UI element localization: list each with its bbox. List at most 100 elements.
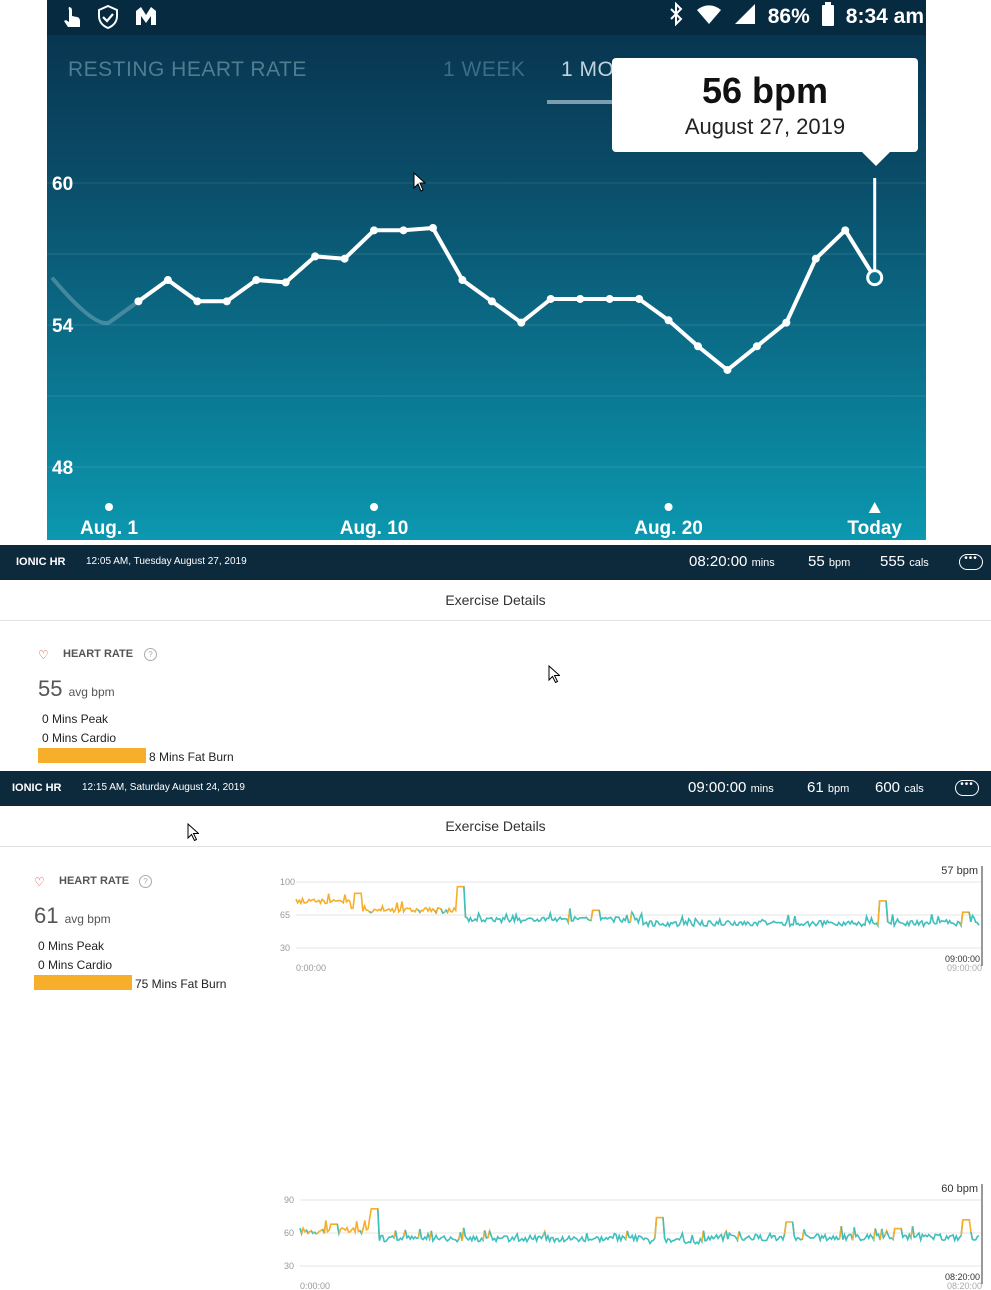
cardio-minutes: 0 Mins Cardio (38, 958, 113, 972)
battery-percent: 86% (767, 5, 810, 28)
bluetooth-icon (668, 1, 684, 32)
heart-rate-series (911, 1219, 964, 1244)
data-point[interactable] (841, 226, 850, 235)
data-point[interactable] (222, 297, 231, 306)
heart-rate-series (853, 1227, 877, 1243)
data-point[interactable] (664, 316, 673, 325)
data-point[interactable] (546, 294, 555, 303)
heart-rate-series (598, 910, 633, 924)
mouse-pointer-icon (548, 665, 560, 683)
heart-rate-series (590, 909, 602, 921)
section-header: Exercise Details (0, 580, 991, 621)
tab-1-week[interactable]: 1 WEEK (443, 58, 526, 81)
y-tick-label: 90 (284, 1195, 294, 1205)
x-start-label: 0:00:00 (300, 1281, 330, 1290)
data-point[interactable] (163, 276, 172, 285)
heart-icon: ♡ (34, 875, 45, 889)
selected-point[interactable] (866, 269, 884, 287)
section-title: Exercise Details (445, 818, 546, 834)
data-point[interactable] (193, 297, 202, 306)
selected-point-tooltip: 56 bpm August 27, 2019 (612, 58, 918, 166)
heart-rate-series (960, 1219, 974, 1240)
avg-unit: avg bpm (68, 685, 115, 699)
duration-unit: mins (750, 783, 774, 795)
heart-rate-series (626, 1217, 658, 1246)
data-point[interactable] (311, 252, 320, 261)
bpm-stat: 55 bpm (808, 553, 850, 570)
data-point[interactable] (694, 342, 702, 351)
data-point[interactable] (428, 223, 437, 232)
data-point[interactable] (635, 294, 644, 303)
heart-rate-series (569, 908, 594, 922)
heart-rate-series (702, 1230, 727, 1244)
help-icon[interactable]: ? (144, 648, 157, 661)
heart-rate-series (631, 900, 881, 929)
bpm-value: 61 (807, 779, 824, 796)
touch-icon (61, 5, 83, 35)
cals-stat: 600 cals (875, 779, 924, 796)
y-tick-label: 30 (284, 1261, 294, 1271)
avg-bpm: 61 avg bpm (34, 903, 111, 929)
help-icon[interactable]: ? (139, 875, 152, 888)
x-end-label-faint: 08:20:00 (947, 1281, 982, 1290)
data-point[interactable] (752, 342, 761, 351)
data-point[interactable] (281, 278, 290, 287)
heart-rate-series (419, 906, 437, 914)
peak-minutes: 0 Mins Peak (38, 939, 105, 953)
y-tick-label: 60 (284, 1228, 294, 1238)
heart-rate-series (377, 1208, 397, 1243)
cardio-minutes: 0 Mins Cardio (42, 731, 117, 745)
data-point[interactable] (134, 297, 143, 306)
y-tick-label: 54 (52, 316, 74, 337)
data-point[interactable] (399, 226, 408, 235)
exercise-panel-1: IONIC HR 12:05 AM, Tuesday August 27, 20… (0, 545, 991, 1290)
data-point[interactable] (811, 254, 820, 263)
resting-heart-rate-screen: 86% 8:34 am RESTING HEART RATE 1 WEEK 1 … (47, 0, 926, 540)
data-point[interactable] (517, 318, 526, 327)
mouse-pointer-icon (187, 823, 199, 841)
data-point[interactable] (458, 276, 467, 285)
resting-hr-line (136, 226, 877, 372)
data-point[interactable] (782, 318, 791, 327)
x-tick-dot (664, 503, 673, 511)
heart-rate-series (462, 1227, 486, 1243)
resting-hr-chart[interactable]: 60 54 48 Aug. 1 Aug. 10 Aug. 20 Today (47, 0, 926, 540)
cals-unit: cals (904, 783, 924, 795)
more-options-icon[interactable]: ••• (955, 780, 979, 796)
data-point[interactable] (370, 226, 379, 235)
tooltip-date: August 27, 2019 (684, 114, 846, 139)
battery-icon (821, 2, 834, 32)
heart-rate-label: HEART RATE (59, 875, 130, 887)
duration-stat: 08:20:00 mins (689, 553, 775, 570)
x-start-label: 0:00:00 (296, 963, 326, 973)
data-point[interactable] (340, 254, 349, 263)
tab-1-month[interactable]: 1 MO (561, 58, 615, 81)
exercise-header[interactable]: IONIC HR 12:05 AM, Tuesday August 27, 20… (0, 545, 991, 580)
data-point[interactable] (252, 276, 261, 285)
data-point[interactable] (576, 294, 585, 303)
cals-stat: 555 cals (880, 553, 929, 570)
heart-rate-series (968, 912, 980, 926)
x-end-label: 09:00:00 (945, 954, 980, 964)
y-tick-label: 30 (280, 943, 290, 953)
x-tick-dot (105, 503, 113, 511)
data-point[interactable] (605, 294, 614, 303)
faded-series-line (50, 276, 140, 326)
x-tick-label: Aug. 20 (634, 518, 703, 539)
malwarebytes-icon (134, 5, 158, 33)
more-options-icon[interactable]: ••• (959, 554, 983, 570)
heart-rate-series (360, 1208, 381, 1241)
heart-rate-series (323, 1220, 340, 1234)
exercise-datetime: 12:15 AM, Saturday August 24, 2019 (82, 782, 245, 793)
heart-rate-series (662, 1217, 705, 1246)
y-tick-label: 60 (52, 174, 73, 195)
cals-unit: cals (909, 557, 929, 569)
exercise-header[interactable]: IONIC HR 12:15 AM, Saturday August 24, 2… (0, 771, 991, 806)
page-title: RESTING HEART RATE (68, 58, 307, 81)
wifi-icon (696, 3, 722, 31)
data-point[interactable] (487, 297, 496, 306)
status-bar: 86% 8:34 am (47, 0, 926, 35)
data-point[interactable] (723, 365, 732, 374)
